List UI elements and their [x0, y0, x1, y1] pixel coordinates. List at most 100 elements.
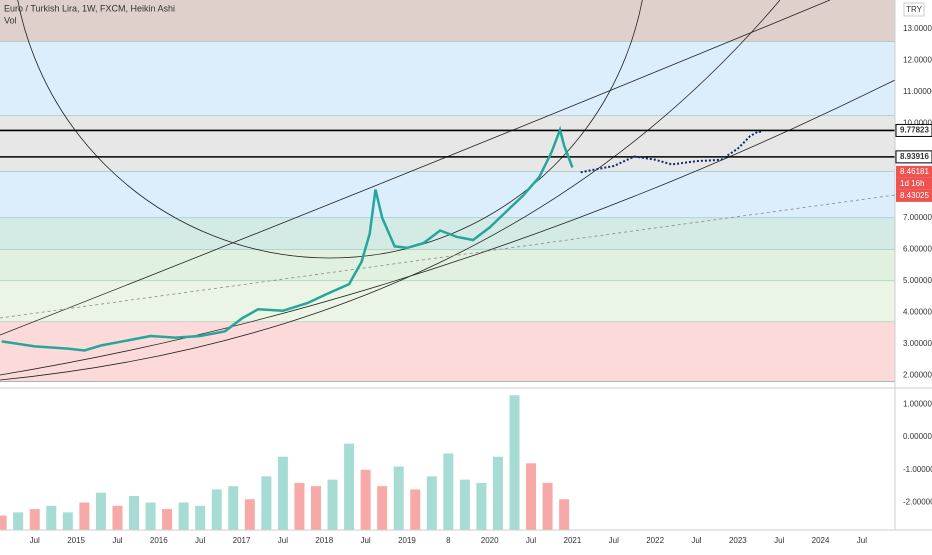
- volume-bar: [62, 512, 73, 530]
- volume-bar: [261, 476, 272, 530]
- price-tag: [896, 177, 932, 190]
- y-tick-label: 11.00000: [903, 87, 932, 96]
- volume-bar: [310, 486, 321, 530]
- volume-bar: [509, 395, 520, 530]
- price-band: [0, 249, 895, 281]
- currency-box[interactable]: [903, 2, 925, 17]
- volume-bar: [393, 466, 404, 530]
- x-tick-label: 2023: [729, 536, 747, 545]
- volume-tick-label: 0.00000: [903, 432, 932, 441]
- volume-bar: [0, 515, 7, 530]
- volume-bar: [410, 489, 421, 530]
- currency: TRY: [906, 5, 923, 14]
- volume-bar: [95, 492, 106, 530]
- level-tag: [895, 150, 932, 164]
- y-tick-label: 13.00000: [903, 24, 932, 33]
- price-line: [1, 125, 574, 352]
- x-tick-label: 2019: [398, 536, 416, 545]
- volume-tick-label: 1.00000: [903, 400, 932, 409]
- price-tag: [896, 189, 932, 202]
- price-band: [0, 171, 895, 218]
- volume-bar: [228, 486, 239, 530]
- plot: [0, 125, 895, 530]
- volume-bar: [112, 505, 123, 530]
- volume-bar: [79, 502, 90, 530]
- volume-bar: [443, 453, 454, 530]
- volume-bar: [542, 482, 553, 530]
- x-tick-label: Jul: [360, 536, 370, 545]
- volume-bar: [13, 512, 24, 530]
- volume-bar: [178, 502, 189, 530]
- arc-drawing: [0, 0, 831, 336]
- volume-bar: [277, 456, 288, 530]
- volume-bar: [492, 456, 503, 530]
- volume-bar: [360, 469, 371, 530]
- trend-line: [0, 194, 896, 319]
- arc-drawing: [0, 0, 781, 381]
- x-tick-label: 2022: [646, 536, 664, 545]
- y-tick-label: 6.00000: [903, 245, 932, 254]
- x-tick-label: 2017: [233, 536, 251, 545]
- volume-bar: [195, 505, 206, 530]
- volume-bar: [211, 489, 222, 530]
- volume-bar: [559, 499, 570, 530]
- y-tick-label: 7.00000: [903, 213, 932, 222]
- volume-bar: [526, 463, 537, 530]
- x-tick-label: Jul: [195, 536, 205, 545]
- bands: [0, 0, 895, 383]
- y-tick-label: 5.00000: [903, 276, 932, 285]
- level-tag: [895, 123, 932, 137]
- volume-bar: [476, 482, 487, 530]
- x-tick-label: 2020: [481, 536, 499, 545]
- level-tag-label: 9.77823: [900, 126, 929, 135]
- volume-bar: [145, 502, 156, 530]
- volume-bar: [426, 476, 437, 530]
- x-tick-label: Jul: [278, 536, 288, 545]
- x-tick-label: Jul: [30, 536, 40, 545]
- x-tick-label: Jul: [857, 536, 867, 545]
- volume-bar: [377, 486, 388, 530]
- price-tag: [896, 165, 932, 178]
- volume-bar: [344, 443, 355, 530]
- volume-bar: [162, 509, 173, 530]
- chart-title: Euro / Turkish Lira, 1W, FXCM, Heikin As…: [4, 3, 175, 13]
- x-tick-label: Jul: [691, 536, 701, 545]
- volume-bar: [294, 482, 305, 530]
- circle-drawing: [17, 0, 643, 259]
- y-tick-label: 2.00000: [903, 371, 932, 380]
- price-band: [0, 41, 895, 116]
- price-tag-label: 8.46181: [900, 167, 929, 176]
- arc-drawing: [0, 79, 896, 376]
- price-tag-label: 8.43025: [900, 191, 929, 200]
- volume-label: Vol: [4, 15, 17, 25]
- x-tick-label: 2018: [315, 536, 333, 545]
- volume-bar: [244, 499, 255, 530]
- x-tick-label: Jul: [609, 536, 619, 545]
- x-tick-label: Jul: [112, 536, 122, 545]
- x-tick-label: 2016: [150, 536, 168, 545]
- price-band: [0, 115, 895, 172]
- y-tick-label: 4.00000: [903, 308, 932, 317]
- volume-bar: [29, 509, 40, 530]
- price-band: [0, 321, 895, 382]
- y-tick-label: 10.00000: [903, 119, 932, 128]
- price-tag-label: 1d 16h: [900, 179, 924, 188]
- volume-tick-label: -1.00000: [903, 465, 932, 474]
- volume-bar: [46, 505, 57, 530]
- x-tick-label: Jul: [774, 536, 784, 545]
- x-tick-label: Jul: [526, 536, 536, 545]
- x-tick-label: 2015: [67, 536, 85, 545]
- x-tick-label: 8: [446, 536, 451, 545]
- y-tick-label: 12.00000: [903, 56, 932, 65]
- y-tick-label: 3.00000: [903, 339, 932, 348]
- volume-bar: [459, 479, 470, 530]
- x-tick-label: 2021: [564, 536, 582, 545]
- drawings: [0, 0, 896, 381]
- volume-tick-label: -2.00000: [903, 498, 932, 507]
- price-band: [0, 280, 895, 322]
- volume-bar: [327, 479, 338, 530]
- level-tag-label: 8.93916: [900, 152, 929, 161]
- volume-bar: [129, 495, 140, 530]
- x-tick-label: 2024: [812, 536, 830, 545]
